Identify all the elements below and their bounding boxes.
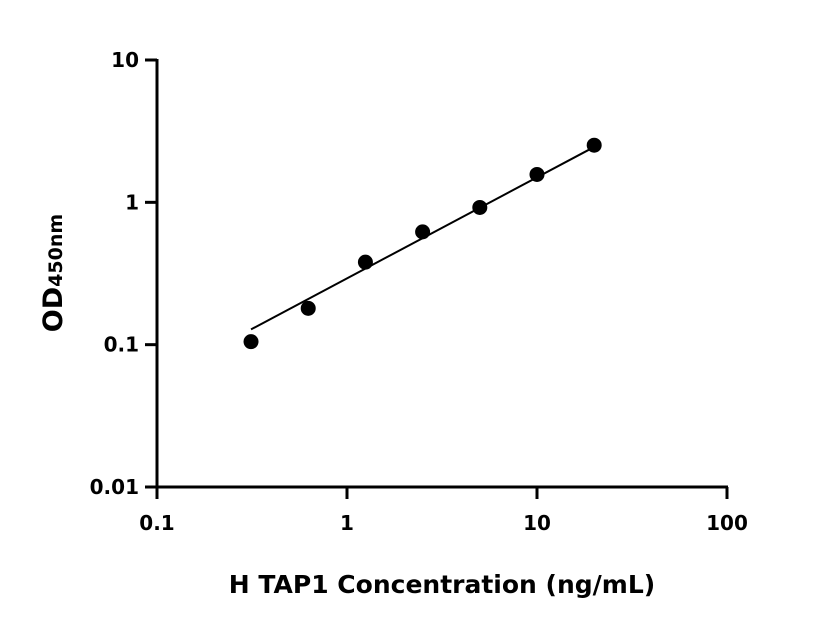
- x-tick-label: 1: [340, 511, 354, 535]
- data-point: [415, 224, 431, 240]
- data-point: [243, 334, 259, 350]
- x-tick-label: 0.1: [139, 511, 174, 535]
- y-tick-label: 0.1: [104, 333, 139, 357]
- x-tick-label: 10: [523, 511, 551, 535]
- y-tick-label: 0.01: [90, 475, 139, 499]
- data-point: [357, 254, 373, 270]
- y-tick-label: 10: [111, 48, 139, 72]
- x-axis-label: H TAP1 Concentration (ng/mL): [229, 570, 655, 599]
- data-point: [300, 300, 316, 316]
- y-axis-label-main: OD: [38, 287, 69, 332]
- data-point: [472, 199, 488, 215]
- marks: [243, 137, 602, 350]
- data-point: [586, 137, 602, 153]
- y-axis-label: OD450nm: [38, 214, 69, 332]
- y-axis-label-sub: 450nm: [45, 214, 67, 287]
- y-tick-label: 1: [125, 190, 139, 214]
- x-tick-label: 100: [706, 511, 748, 535]
- data-point: [529, 166, 545, 182]
